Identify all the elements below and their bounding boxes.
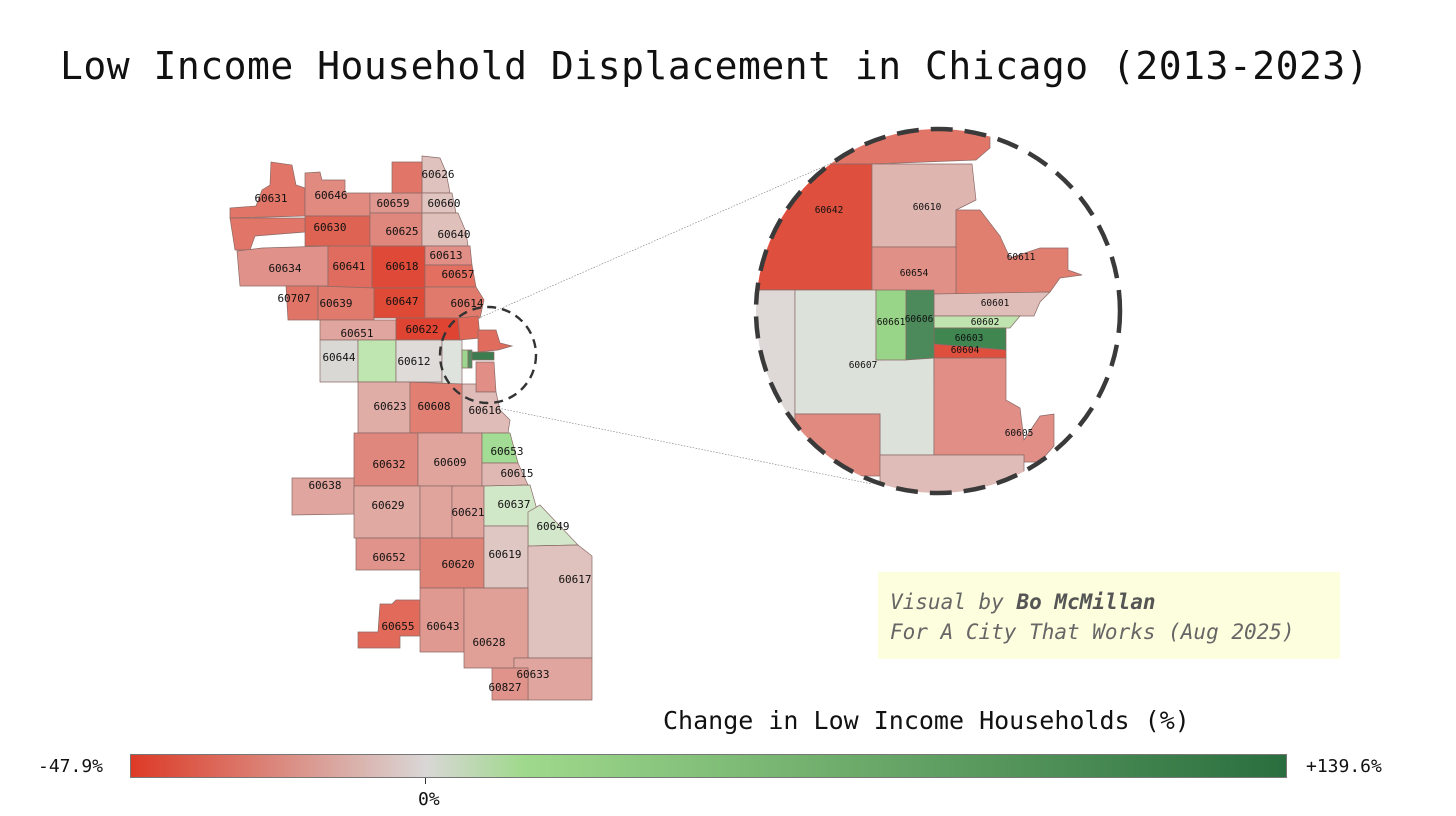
region-60640 [421, 212, 469, 247]
legend-color-bar [130, 754, 1287, 778]
zip-label-60620: 60620 [441, 558, 474, 571]
zip-label-60629: 60629 [371, 499, 404, 512]
legend-zero-label: 0% [418, 789, 440, 810]
inset-label-60654: 60654 [900, 268, 929, 279]
zip-label-60827: 60827 [488, 681, 521, 694]
region-60628 [463, 587, 529, 669]
zip-label-60631: 60631 [254, 192, 287, 205]
zip-label-60652: 60652 [372, 551, 405, 564]
connector-line-bottom [477, 403, 873, 485]
zip-label-60638: 60638 [308, 479, 341, 492]
region-60605-small [475, 361, 497, 393]
zip-label-60634: 60634 [268, 262, 301, 275]
zip-label-60632: 60632 [372, 458, 405, 471]
region-60636 [419, 485, 453, 539]
zip-label-60609: 60609 [433, 456, 466, 469]
zip-label-60625: 60625 [385, 225, 418, 238]
region-60631-west [229, 217, 306, 251]
zip-label-60612: 60612 [397, 355, 430, 368]
zip-label-60633: 60633 [516, 668, 549, 681]
zip-label-60616: 60616 [468, 404, 501, 417]
credit-line-2: For A City That Works (Aug 2025) [890, 620, 1295, 644]
connector-line-top [469, 154, 851, 323]
zip-label-60651: 60651 [340, 327, 373, 340]
zip-label-60707: 60707 [277, 292, 310, 305]
inset-label-60605: 60605 [1005, 428, 1034, 439]
zip-label-60647: 60647 [385, 295, 418, 308]
region-60603-small [471, 351, 495, 361]
zip-label-60628: 60628 [472, 636, 505, 649]
region-60614 [424, 286, 485, 319]
credit-box: Visual by Bo McMillan For A City That Wo… [878, 572, 1340, 659]
inset-label-60606: 60606 [905, 314, 934, 325]
region-60655 [357, 599, 421, 649]
zip-label-60618: 60618 [385, 260, 418, 273]
zip-label-60617: 60617 [558, 573, 591, 586]
inset-label-60642: 60642 [815, 205, 844, 216]
credit-prefix: Visual by [890, 590, 1017, 614]
region-60629 [353, 485, 421, 539]
legend-zero-tick [425, 778, 426, 784]
inset-label-60611: 60611 [1007, 252, 1036, 263]
zip-label-60614: 60614 [450, 297, 483, 310]
inset-region-60606 [905, 289, 935, 361]
region-60611-small [477, 329, 514, 353]
inset-zip-labels: 60642 60610 60611 60654 60601 60661 6060… [815, 202, 1036, 439]
legend-max-label: +139.6% [1306, 756, 1382, 777]
region-60624 [357, 339, 397, 383]
inset-region-west [756, 289, 796, 421]
zip-label-60660: 60660 [427, 197, 460, 210]
inset-label-60601: 60601 [981, 298, 1010, 309]
region-60606-small [467, 349, 473, 369]
credit-line-1: Visual by Bo McMillan [890, 587, 1340, 617]
inset-label-60602: 60602 [971, 317, 1000, 328]
inset-map [756, 129, 1120, 493]
inset-label-60607: 60607 [849, 360, 878, 371]
zip-label-60659: 60659 [376, 197, 409, 210]
credit-author: Bo McMillan [1016, 590, 1156, 614]
zip-label-60621: 60621 [451, 506, 484, 519]
zip-label-60622: 60622 [405, 323, 438, 336]
zip-label-60640: 60640 [437, 228, 470, 241]
inset-circle-border [753, 126, 1123, 496]
zip-label-60623: 60623 [373, 400, 406, 413]
zip-labels: 60631 60646 60626 60659 60660 60630 6062… [254, 168, 591, 694]
region-60631 [229, 161, 306, 219]
zip-label-60626: 60626 [421, 168, 454, 181]
inset-region-southwest [794, 413, 881, 477]
region-60630-ext [391, 161, 423, 194]
region-60642-small [457, 315, 481, 341]
zip-label-60653: 60653 [490, 445, 523, 458]
zip-label-60608: 60608 [417, 400, 450, 413]
zip-label-60619: 60619 [488, 548, 521, 561]
inset-label-60604: 60604 [951, 345, 980, 356]
zip-label-60630: 60630 [313, 221, 346, 234]
zip-label-60655: 60655 [381, 620, 414, 633]
region-60827 [491, 667, 529, 701]
zip-label-60639: 60639 [319, 297, 352, 310]
legend-title: Change in Low Income Households (%) [663, 706, 1190, 735]
zip-label-60615: 60615 [500, 467, 533, 480]
inset-region-60616 [879, 454, 1025, 493]
legend-min-label: -47.9% [38, 756, 104, 777]
map-regions [229, 155, 593, 701]
zoom-area-marker [438, 305, 538, 405]
zip-label-60646: 60646 [314, 189, 347, 202]
region-60617 [527, 544, 593, 659]
zip-label-60649: 60649 [536, 520, 569, 533]
region-60661-small [461, 349, 469, 369]
zip-label-60644: 60644 [322, 351, 355, 364]
zip-label-60613: 60613 [429, 249, 462, 262]
zip-label-60657: 60657 [441, 268, 474, 281]
inset-label-60661: 60661 [877, 317, 906, 328]
inset-label-60610: 60610 [913, 202, 942, 213]
zip-label-60637: 60637 [497, 498, 530, 511]
zip-label-60643: 60643 [426, 620, 459, 633]
map-title: Low Income Household Displacement in Chi… [60, 44, 1370, 88]
inset-label-60603: 60603 [955, 333, 984, 344]
zip-label-60641: 60641 [332, 260, 365, 273]
